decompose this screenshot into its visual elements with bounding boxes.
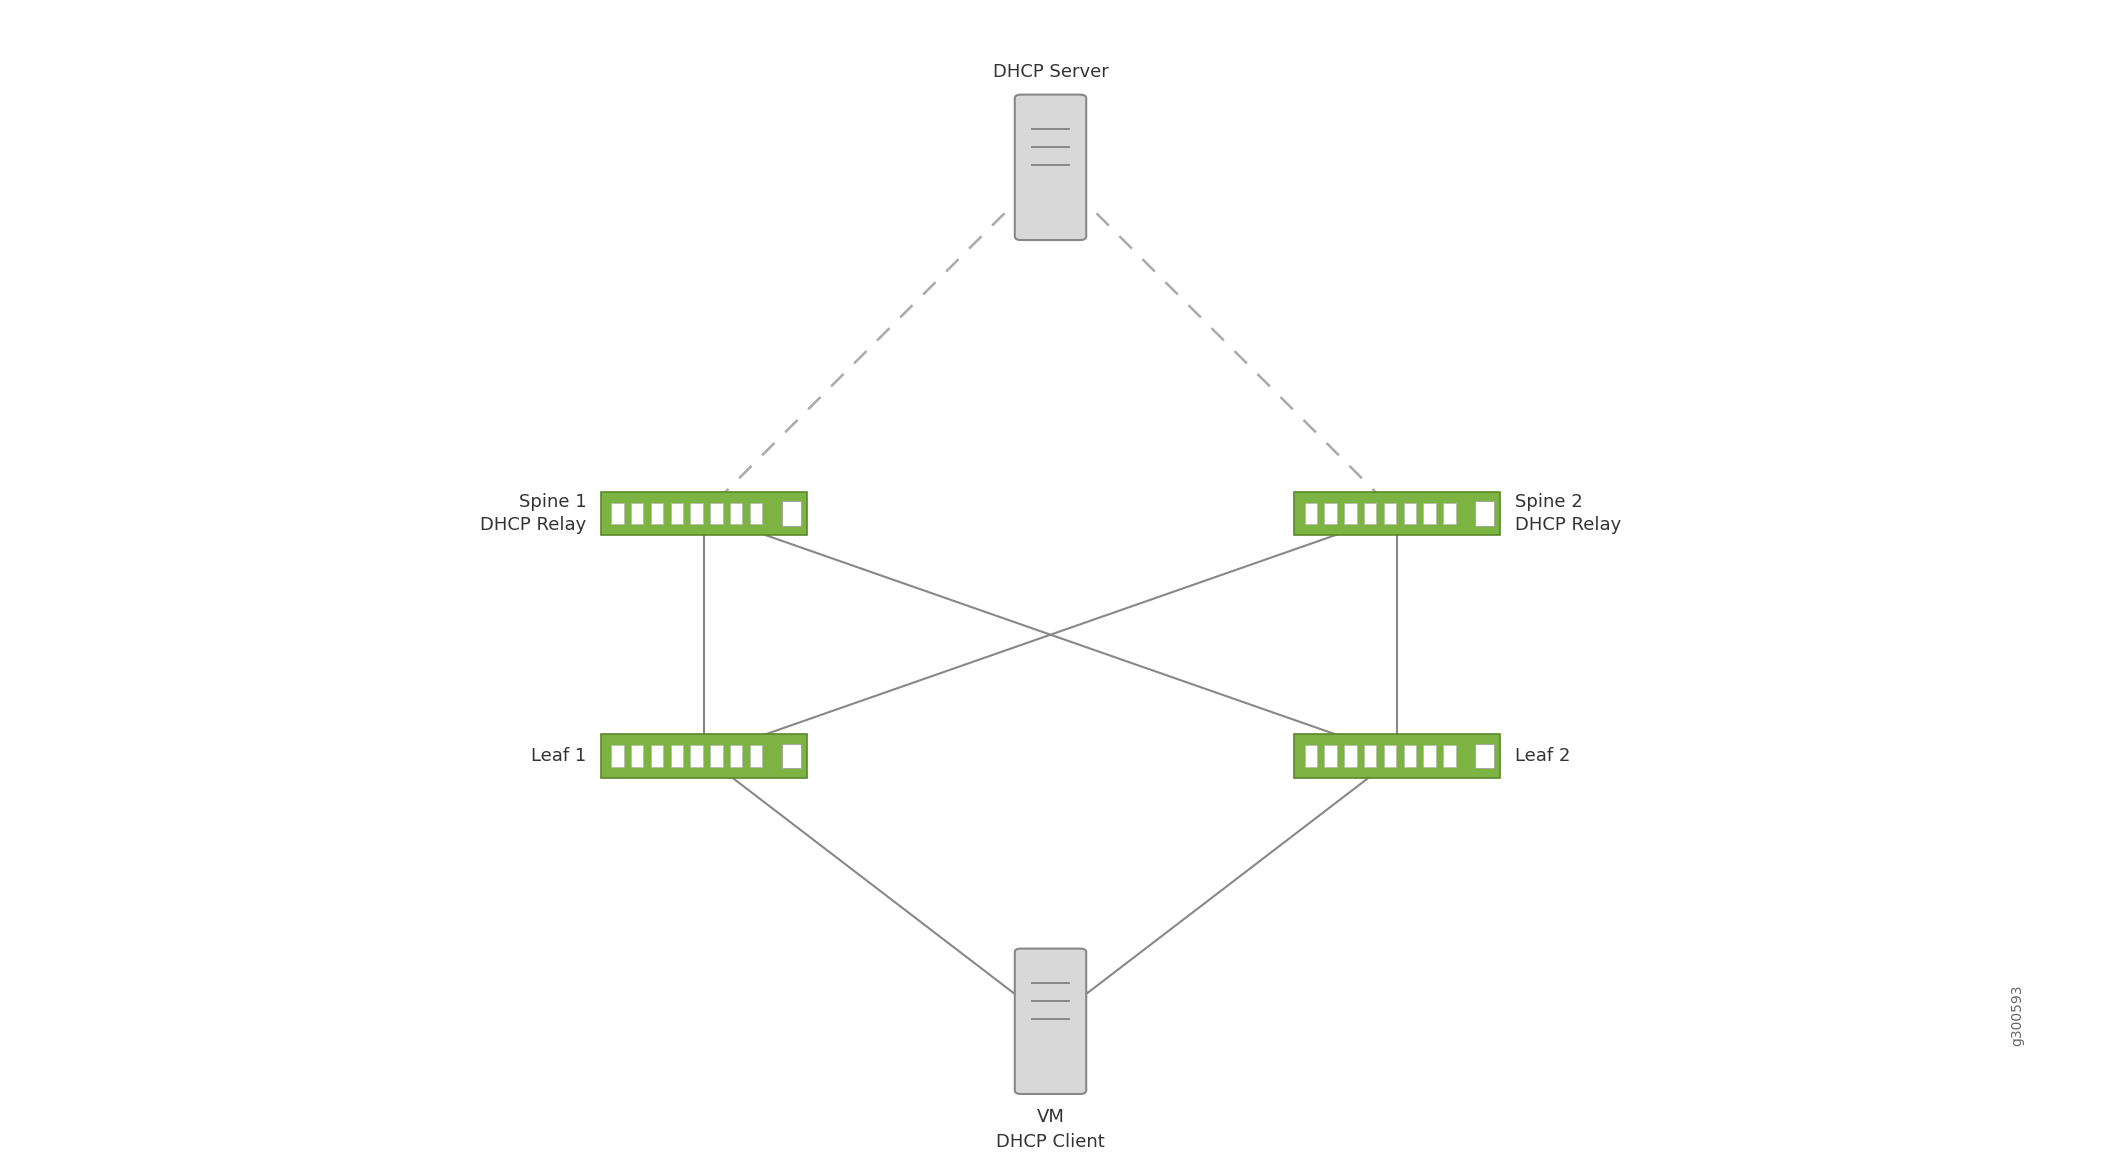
FancyBboxPatch shape bbox=[611, 745, 624, 767]
FancyBboxPatch shape bbox=[1443, 502, 1456, 524]
FancyBboxPatch shape bbox=[1403, 745, 1416, 767]
Text: Spine 2
DHCP Relay: Spine 2 DHCP Relay bbox=[1515, 493, 1622, 534]
FancyBboxPatch shape bbox=[729, 745, 742, 767]
FancyBboxPatch shape bbox=[1324, 502, 1336, 524]
FancyBboxPatch shape bbox=[729, 502, 742, 524]
FancyBboxPatch shape bbox=[1294, 734, 1500, 778]
Text: Spine 1
DHCP Relay: Spine 1 DHCP Relay bbox=[479, 493, 586, 534]
FancyBboxPatch shape bbox=[611, 502, 624, 524]
FancyBboxPatch shape bbox=[670, 745, 683, 767]
FancyBboxPatch shape bbox=[651, 502, 664, 524]
FancyBboxPatch shape bbox=[1364, 745, 1376, 767]
FancyBboxPatch shape bbox=[601, 734, 807, 778]
FancyBboxPatch shape bbox=[1015, 949, 1086, 1094]
FancyBboxPatch shape bbox=[1422, 502, 1435, 524]
FancyBboxPatch shape bbox=[691, 502, 704, 524]
FancyBboxPatch shape bbox=[1305, 502, 1317, 524]
FancyBboxPatch shape bbox=[1475, 502, 1494, 525]
FancyBboxPatch shape bbox=[1294, 492, 1500, 535]
FancyBboxPatch shape bbox=[691, 745, 704, 767]
FancyBboxPatch shape bbox=[1324, 745, 1336, 767]
FancyBboxPatch shape bbox=[1422, 745, 1435, 767]
FancyBboxPatch shape bbox=[1403, 502, 1416, 524]
FancyBboxPatch shape bbox=[750, 745, 763, 767]
FancyBboxPatch shape bbox=[782, 744, 800, 767]
FancyBboxPatch shape bbox=[1385, 745, 1397, 767]
FancyBboxPatch shape bbox=[1475, 744, 1494, 767]
FancyBboxPatch shape bbox=[1385, 502, 1397, 524]
FancyBboxPatch shape bbox=[670, 502, 683, 524]
Text: DHCP Server: DHCP Server bbox=[992, 62, 1109, 81]
FancyBboxPatch shape bbox=[1364, 502, 1376, 524]
Text: Leaf 2: Leaf 2 bbox=[1515, 747, 1569, 765]
FancyBboxPatch shape bbox=[651, 745, 664, 767]
FancyBboxPatch shape bbox=[1345, 745, 1357, 767]
FancyBboxPatch shape bbox=[782, 502, 800, 525]
FancyBboxPatch shape bbox=[1015, 95, 1086, 240]
FancyBboxPatch shape bbox=[630, 745, 643, 767]
FancyBboxPatch shape bbox=[630, 502, 643, 524]
FancyBboxPatch shape bbox=[750, 502, 763, 524]
FancyBboxPatch shape bbox=[710, 502, 723, 524]
FancyBboxPatch shape bbox=[1305, 745, 1317, 767]
FancyBboxPatch shape bbox=[1443, 745, 1456, 767]
Text: g300593: g300593 bbox=[2011, 984, 2023, 1047]
Text: VM
DHCP Client: VM DHCP Client bbox=[996, 1108, 1105, 1151]
FancyBboxPatch shape bbox=[710, 745, 723, 767]
FancyBboxPatch shape bbox=[601, 492, 807, 535]
Text: Leaf 1: Leaf 1 bbox=[532, 747, 586, 765]
FancyBboxPatch shape bbox=[1345, 502, 1357, 524]
